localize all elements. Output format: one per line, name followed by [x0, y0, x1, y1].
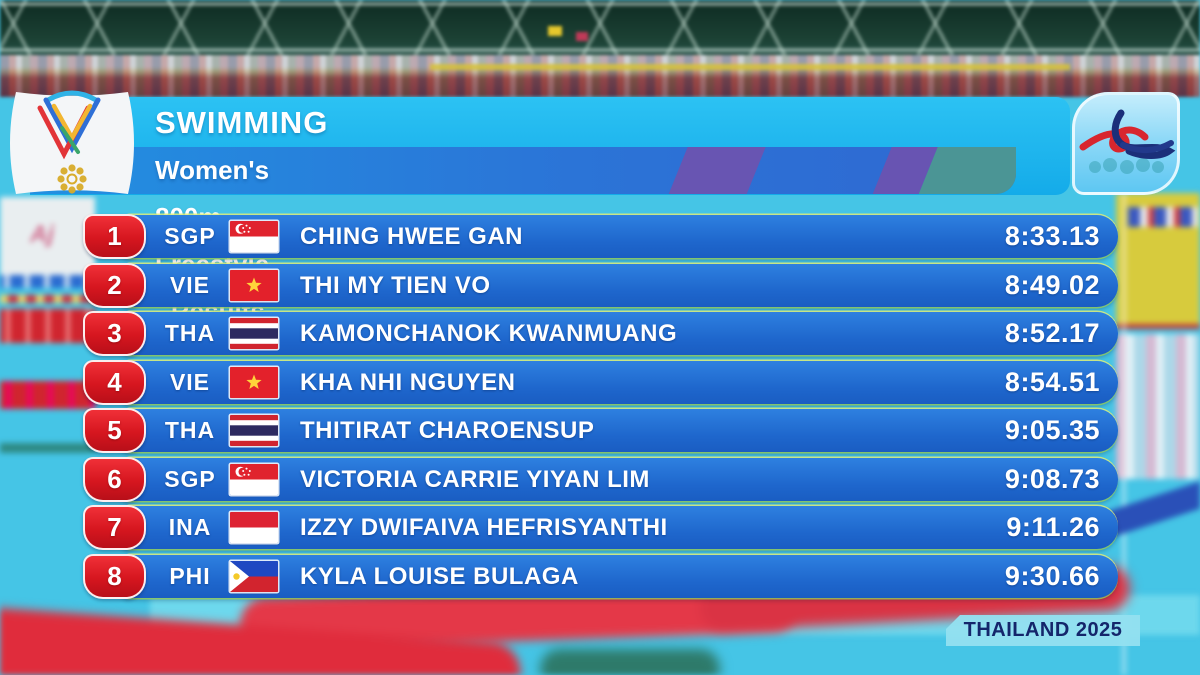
noc-code: VIE [169, 272, 211, 298]
rank-badge: 5 [83, 408, 146, 453]
vietnam-flag-icon [230, 270, 278, 301]
result-row-1: 1 SGP CHING HWEE GAN 8:33.13 [83, 214, 1118, 259]
rank-badge: 4 [83, 360, 146, 405]
athlete-name: VICTORIA CARRIE YIYAN LIM [300, 466, 650, 493]
athlete-name: KHA NHI NGUYEN [300, 369, 516, 396]
result-row-6: 6 SGP VICTORIA CARRIE YIYAN LIM 9:08.73 [83, 457, 1118, 502]
lane-rope [0, 309, 96, 343]
rank-badge: 3 [83, 311, 146, 356]
noc-code: THA [164, 320, 216, 346]
result-time: 8:33.13 [1004, 221, 1100, 251]
lane-rope [0, 381, 96, 409]
singapore-flag-icon [230, 221, 278, 252]
lane-rope [0, 443, 96, 453]
result-time: 8:49.02 [1004, 270, 1100, 300]
rank-badge: 1 [83, 214, 146, 259]
philippines-flag-icon [230, 561, 278, 592]
arena-stands [0, 0, 1200, 97]
noc-code: PHI [169, 563, 211, 589]
result-row-7: 7 INA IZZY DWIFAIVA HEFRISYANTHI 9:11.26 [83, 505, 1118, 550]
athlete-name: KYLA LOUISE BULAGA [300, 563, 579, 590]
row-band [120, 215, 1118, 258]
rank-badge: 7 [83, 505, 146, 550]
noc-code: VIE [169, 369, 211, 395]
noc-code: INA [168, 514, 212, 540]
result-time: 9:05.35 [1004, 415, 1100, 445]
row-band [120, 506, 1118, 549]
knot-logo-icon [1079, 109, 1176, 174]
noc-code: THA [164, 417, 216, 443]
pool-water: Aj [0, 97, 1200, 675]
roof-beam [0, 48, 1200, 52]
water-reflection [1116, 334, 1200, 479]
pool-edge-line [1122, 193, 1126, 675]
result-time: 8:54.51 [1004, 367, 1100, 397]
sport-title: SWIMMING [155, 105, 329, 140]
singapore-flag-icon [230, 464, 278, 495]
rank-badge: 8 [83, 554, 146, 599]
result-row-3: 3 THA KAMONCHANOK KWANMUANG 8:52.17 [83, 311, 1118, 356]
seagames-emblem-panel [0, 84, 144, 204]
venue-flag [548, 26, 562, 36]
result-row-5: 5 THA THITIRAT CHAROENSUP 9:05.35 [83, 408, 1118, 453]
starting-blocks [1128, 207, 1198, 227]
row-band [120, 361, 1118, 404]
crowd [0, 55, 1200, 97]
noc-code: SGP [164, 466, 216, 492]
rank-badge: 6 [83, 457, 146, 502]
lane-rope [0, 295, 96, 303]
roof-beam [0, 2, 1200, 6]
thailand-flag-icon [230, 415, 278, 446]
athlete-name: CHING HWEE GAN [300, 223, 523, 250]
result-time: 8:52.17 [1004, 318, 1100, 348]
event-bar [30, 147, 1016, 194]
pool-wall-sign: Aj [30, 221, 54, 248]
row-band [120, 458, 1118, 501]
stand-rail [430, 64, 1070, 70]
games-logo-panel [1072, 92, 1180, 195]
row-band [120, 409, 1118, 452]
indonesia-flag-icon [230, 512, 278, 543]
accent-stripe-purple [665, 147, 769, 194]
vietnam-flag-icon [230, 367, 278, 398]
result-row-8: 8 PHI KYLA LOUISE BULAGA 9:30.66 [83, 554, 1118, 599]
result-time: 9:08.73 [1004, 464, 1100, 494]
athlete-name: THITIRAT CHAROENSUP [300, 417, 595, 444]
noc-code: SGP [164, 223, 216, 249]
athlete-name: THI MY TIEN VO [300, 272, 491, 299]
seagames-emblem-icon [10, 90, 134, 194]
pool-wall [0, 197, 95, 279]
venue-flag [576, 32, 588, 41]
row-band [120, 555, 1118, 598]
rank-badge: 2 [83, 263, 146, 308]
host-badge: THAILAND 2025 [946, 615, 1140, 646]
athlete-name: KAMONCHANOK KWANMUANG [300, 320, 678, 347]
result-time: 9:11.26 [1006, 512, 1100, 542]
lane-rope [0, 275, 96, 288]
underwater-shadow [540, 649, 720, 675]
result-row-2: 2 VIE THI MY TIEN VO 8:49.02 [83, 263, 1118, 308]
result-time: 9:30.66 [1004, 561, 1100, 591]
thailand-flag-icon [230, 318, 278, 349]
host-label: THAILAND 2025 [963, 619, 1123, 641]
event-title: Women's 800m Freestyle - Results [155, 155, 270, 326]
athlete-name: IZZY DWIFAIVA HEFRISYANTHI [300, 514, 668, 541]
row-band [120, 264, 1118, 307]
row-band [120, 312, 1118, 355]
spectator-stands [0, 55, 1200, 97]
result-row-4: 4 VIE KHA NHI NGUYEN 8:54.51 [83, 360, 1118, 405]
